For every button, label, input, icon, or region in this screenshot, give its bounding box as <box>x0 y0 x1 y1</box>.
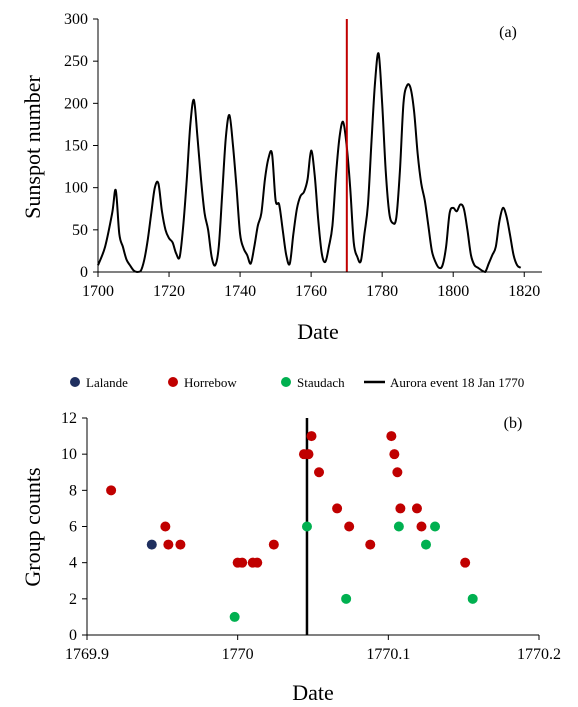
group-count-y-tick-label: 4 <box>69 555 77 572</box>
sunspot-x-tick-label: 1740 <box>224 283 256 300</box>
point-horrebow <box>411 503 422 514</box>
group-count-y-ticks: 0 2 4 6 8 10 12 <box>61 410 87 644</box>
point-horrebow <box>314 467 325 478</box>
legend-label-horrebow: Horrebow <box>184 375 237 390</box>
point-horrebow <box>460 557 471 568</box>
sunspot-y-tick-label: 0 <box>80 264 88 281</box>
legend-swatch-staudach <box>281 377 291 387</box>
point-horrebow <box>175 539 186 550</box>
sunspot-x-tick-label: 1800 <box>437 283 469 300</box>
legend-label-lalande: Lalande <box>86 375 128 390</box>
point-horrebow <box>395 503 406 514</box>
point-staudach <box>467 593 478 604</box>
sunspot-y-ticks: 0 50 100 150 200 250 300 <box>64 11 98 281</box>
point-staudach <box>430 521 441 532</box>
panel-a-label: (a) <box>499 24 517 41</box>
group-count-x-tick-label: 1769.9 <box>65 646 109 663</box>
point-horrebow <box>163 539 174 550</box>
sunspot-series-line <box>97 52 522 274</box>
point-horrebow <box>344 521 355 532</box>
sunspot-x-tick-label: 1700 <box>82 283 114 300</box>
point-horrebow <box>237 557 248 568</box>
group-count-x-axis-title: Date <box>292 680 334 705</box>
point-staudach <box>301 521 312 532</box>
group-count-y-tick-label: 2 <box>69 591 77 608</box>
group-count-x-tick-label: 1770.1 <box>366 646 410 663</box>
point-staudach <box>229 611 240 622</box>
point-staudach <box>341 593 352 604</box>
point-horrebow <box>386 431 397 442</box>
point-horrebow <box>252 557 263 568</box>
sunspot-y-axis-title: Sunspot number <box>20 75 45 219</box>
legend-swatch-horrebow <box>168 377 178 387</box>
group-count-y-tick-label: 12 <box>61 410 77 427</box>
group-count-legend: Lalande Horrebow Staudach Aurora event 1… <box>70 375 524 390</box>
sunspot-x-tick-label: 1720 <box>153 283 185 300</box>
sunspot-y-tick-label: 300 <box>64 11 88 28</box>
point-horrebow <box>106 485 117 496</box>
point-horrebow <box>306 431 317 442</box>
sunspot-y-tick-label: 50 <box>72 222 88 239</box>
group-count-x-ticks: 1769.9 1770 1770.1 1770.2 <box>65 635 561 663</box>
group-count-y-tick-label: 0 <box>69 627 77 644</box>
point-horrebow <box>389 449 400 460</box>
sunspot-y-tick-label: 100 <box>64 180 88 197</box>
point-horrebow <box>365 539 376 550</box>
sunspot-x-ticks: 1700 1720 1740 1760 1780 1800 1820 <box>82 272 540 300</box>
group-count-x-tick-label: 1770 <box>222 646 254 663</box>
point-staudach <box>393 521 404 532</box>
sunspot-y-tick-label: 150 <box>64 138 88 155</box>
group-count-y-tick-label: 8 <box>69 482 77 499</box>
sunspot-y-tick-label: 200 <box>64 95 88 112</box>
sunspot-x-axis-title: Date <box>297 319 339 344</box>
legend-label-staudach: Staudach <box>297 375 345 390</box>
group-count-marks <box>106 418 478 635</box>
point-horrebow <box>332 503 343 514</box>
group-count-chart: Lalande Horrebow Staudach Aurora event 1… <box>20 375 561 705</box>
point-horrebow <box>303 449 314 460</box>
sunspot-y-tick-label: 250 <box>64 53 88 70</box>
sunspot-marks <box>97 19 522 274</box>
point-horrebow <box>160 521 171 532</box>
point-horrebow <box>392 467 403 478</box>
legend-label-aurora-event: Aurora event 18 Jan 1770 <box>390 375 524 390</box>
group-count-x-tick-label: 1770.2 <box>517 646 561 663</box>
sunspot-x-tick-label: 1760 <box>295 283 327 300</box>
sunspot-x-tick-label: 1820 <box>508 283 540 300</box>
group-count-y-tick-label: 10 <box>61 446 77 463</box>
group-count-y-axis-title: Group counts <box>20 467 45 586</box>
legend-swatch-lalande <box>70 377 80 387</box>
point-staudach <box>421 539 431 550</box>
group-count-y-tick-label: 6 <box>69 519 77 536</box>
panel-b-label: (b) <box>504 415 523 432</box>
sunspot-x-tick-label: 1780 <box>366 283 398 300</box>
point-horrebow <box>416 521 427 532</box>
point-lalande <box>146 539 157 550</box>
point-horrebow <box>268 539 279 550</box>
